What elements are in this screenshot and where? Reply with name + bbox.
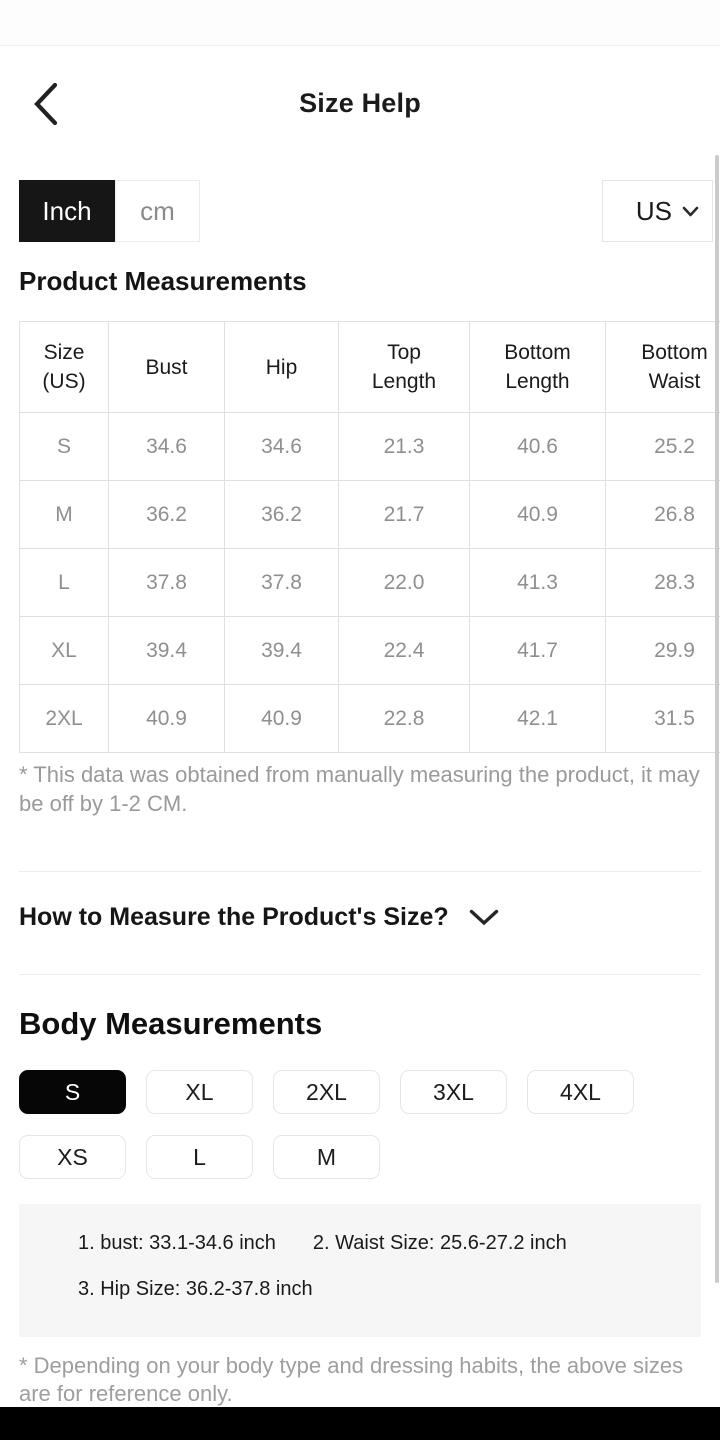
value-cell: 39.4 <box>108 616 225 685</box>
chevron-down-icon <box>469 909 499 926</box>
value-cell: 37.8 <box>224 548 339 617</box>
body-measurement-details: 1. bust: 33.1-34.6 inch 2. Waist Size: 2… <box>19 1204 701 1337</box>
region-select[interactable]: US <box>602 180 713 242</box>
column-header: Hip <box>224 321 339 413</box>
chevron-down-icon <box>682 206 699 217</box>
table-row: S 34.6 34.6 21.3 40.6 25.2 <box>19 412 720 481</box>
value-cell: 40.9 <box>469 480 606 549</box>
size-cell: XL <box>19 616 109 685</box>
size-table-scroll-area[interactable]: Size (US) Bust Hip Top Length Bottom Length B… <box>19 321 720 753</box>
reference-disclaimer: * Depending on your body type and dressi… <box>19 1353 684 1406</box>
value-cell: 21.7 <box>338 480 470 549</box>
table-header-row: Size (US) Bust Hip Top Length Bottom Length B… <box>19 321 720 413</box>
page-title: Size Help <box>299 88 421 118</box>
column-header: Bottom Waist <box>605 321 720 413</box>
back-button[interactable] <box>22 76 70 132</box>
body-size-pill-m[interactable]: M <box>273 1135 380 1179</box>
body-size-pill-xs[interactable]: XS <box>19 1135 126 1179</box>
value-cell: 28.3 <box>605 548 720 617</box>
unit-toggle: Inch cm <box>19 180 200 242</box>
table-row: 2XL 40.9 40.9 22.8 42.1 31.5 <box>19 684 720 753</box>
column-header: Bust <box>108 321 225 413</box>
size-cell: L <box>19 548 109 617</box>
body-measurements-title: Body Measurements <box>19 1006 323 1041</box>
value-cell: 40.9 <box>224 684 339 753</box>
column-header: Size (US) <box>19 321 109 413</box>
system-navigation-bar <box>0 1407 720 1440</box>
value-cell: 22.0 <box>338 548 470 617</box>
body-size-pill-xl[interactable]: XL <box>146 1070 253 1114</box>
measurement-note: * This data was obtained from manually m… <box>19 762 700 816</box>
body-size-pill-4xl[interactable]: 4XL <box>527 1070 634 1114</box>
value-cell: 31.5 <box>605 684 720 753</box>
column-header: Bottom Length <box>469 321 606 413</box>
value-cell: 41.3 <box>469 548 606 617</box>
value-cell: 22.8 <box>338 684 470 753</box>
vertical-scrollbar-thumb[interactable] <box>715 155 719 1283</box>
value-cell: 36.2 <box>224 480 339 549</box>
value-cell: 37.8 <box>108 548 225 617</box>
how-to-measure-title: How to Measure the Product's Size? <box>19 903 449 931</box>
value-cell: 36.2 <box>108 480 225 549</box>
size-table: Size (US) Bust Hip Top Length Bottom Length B… <box>19 321 720 753</box>
status-bar-area <box>0 0 720 46</box>
table-row: XL 39.4 39.4 22.4 41.7 29.9 <box>19 616 720 685</box>
body-size-pill-l[interactable]: L <box>146 1135 253 1179</box>
body-size-pill-2xl[interactable]: 2XL <box>273 1070 380 1114</box>
value-cell: 26.8 <box>605 480 720 549</box>
value-cell: 34.6 <box>108 412 225 481</box>
chevron-left-icon <box>33 82 59 126</box>
body-size-pill-3xl[interactable]: 3XL <box>400 1070 507 1114</box>
how-to-measure-expander[interactable]: How to Measure the Product's Size? <box>19 903 499 932</box>
bust-detail: 1. bust: 33.1-34.6 inch <box>78 1232 276 1254</box>
hip-detail: 3. Hip Size: 36.2-37.8 inch <box>78 1278 313 1300</box>
value-cell: 22.4 <box>338 616 470 685</box>
size-cell: M <box>19 480 109 549</box>
size-cell: 2XL <box>19 684 109 753</box>
value-cell: 21.3 <box>338 412 470 481</box>
body-size-selector: S XL 2XL 3XL 4XL XS L M <box>19 1070 667 1179</box>
value-cell: 42.1 <box>469 684 606 753</box>
region-select-value: US <box>635 195 672 226</box>
product-measurements-title: Product Measurements <box>19 266 307 296</box>
waist-detail: 2. Waist Size: 25.6-27.2 inch <box>312 1232 567 1254</box>
divider <box>19 871 701 872</box>
table-row: M 36.2 36.2 21.7 40.9 26.8 <box>19 480 720 549</box>
unit-option-cm[interactable]: cm <box>115 180 200 242</box>
value-cell: 34.6 <box>224 412 339 481</box>
column-header: Top Length <box>338 321 470 413</box>
value-cell: 29.9 <box>605 616 720 685</box>
body-size-pill-s[interactable]: S <box>19 1070 126 1114</box>
divider <box>19 974 701 975</box>
value-cell: 40.6 <box>469 412 606 481</box>
value-cell: 41.7 <box>469 616 606 685</box>
unit-option-inch[interactable]: Inch <box>19 180 115 242</box>
table-row: L 37.8 37.8 22.0 41.3 28.3 <box>19 548 720 617</box>
value-cell: 25.2 <box>605 412 720 481</box>
value-cell: 40.9 <box>108 684 225 753</box>
size-cell: S <box>19 412 109 481</box>
value-cell: 39.4 <box>224 616 339 685</box>
